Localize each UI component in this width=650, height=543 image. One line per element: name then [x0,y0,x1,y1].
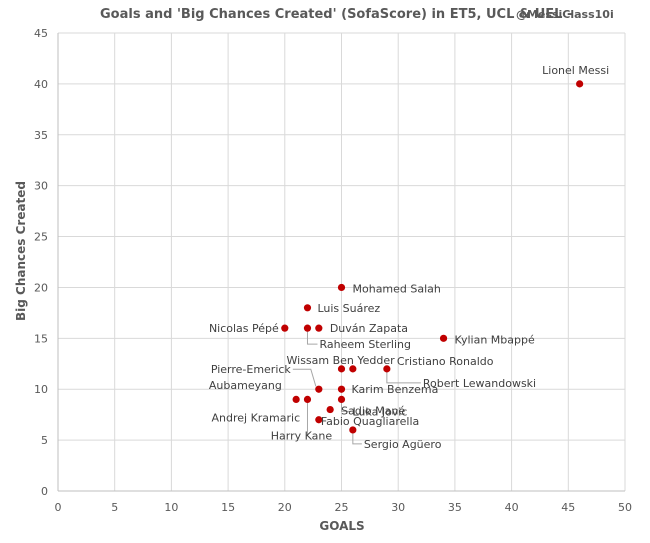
x-tick-label-8: 40 [505,501,519,514]
x-tick-labels: 0 5 10 15 20 25 30 35 40 45 50 [55,501,633,514]
x-tick-label-3: 15 [221,501,235,514]
data-point-11 [337,385,346,393]
x-tick-label-6: 30 [391,501,405,514]
x-tick-label-10: 50 [618,501,632,514]
chart-title-handle: @MessiClass10i [516,8,614,21]
leader-line-5 [306,331,318,345]
data-point-14 [303,395,312,403]
y-tick-labels: 0 5 10 15 20 25 30 35 40 45 [34,27,48,498]
data-point-7 [337,365,346,373]
data-point-10 [315,385,323,393]
data-label-2: Luis Suárez [317,302,380,315]
data-label-11: Karim Benzema [352,383,439,396]
data-label-14: Harry Kane [271,429,333,442]
x-tick-label-5: 25 [335,501,349,514]
y-tick-label-1: 5 [41,434,48,447]
x-axis-title: GOALS [319,519,364,533]
data-point-8 [349,365,357,373]
label-leader-lines [292,331,421,445]
y-tick-label-7: 35 [34,129,48,142]
data-point-0 [576,80,584,88]
data-label-16: Fabio Quagliarella [321,415,419,428]
data-label-9: Robert Lewandowski [423,377,536,390]
data-point-5 [303,324,312,332]
data-point-3 [281,324,289,332]
data-point-13 [337,395,346,403]
leader-line-9 [386,371,421,384]
data-point-9 [383,365,391,373]
data-point-6 [439,334,448,342]
y-tick-label-9: 45 [34,27,48,40]
y-tick-label-6: 30 [34,180,48,193]
x-tick-label-7: 35 [448,501,462,514]
axes [57,33,625,492]
y-tick-label-5: 25 [34,231,48,244]
y-tick-label-2: 10 [34,383,48,396]
data-label-3: Nicolas Pépé [209,322,279,335]
data-point-17 [349,426,357,434]
data-point-16 [315,416,323,424]
chart-title: Goals and 'Big Chances Created' (SofaSco… [100,7,572,22]
data-point-1 [337,283,346,292]
data-label-10: Pierre-Emerick Aubameyang [209,363,292,392]
leader-line-17 [352,432,362,445]
data-label-1: Mohamed Salah [353,282,441,295]
y-tick-label-4: 20 [34,281,48,294]
y-tick-label-0: 0 [41,485,48,498]
data-label-7: Wissam Ben Yedder [287,354,396,367]
data-label-5: Raheem Sterling [319,338,411,351]
leader-line-13 [341,402,351,412]
y-axis-title: Big Chances Created [14,181,28,321]
x-tick-label-0: 0 [55,501,62,514]
x-tick-label-2: 10 [164,501,178,514]
data-point-12 [292,395,300,403]
x-tick-label-1: 5 [111,501,118,514]
data-points [281,80,584,434]
data-label-0: Lionel Messi [542,64,609,77]
data-label-8: Cristiano Ronaldo [397,355,494,368]
data-labels: Lionel Messi Mohamed Salah Luis Suárez Nico… [209,64,609,451]
data-label-13: Luka Jovic [353,405,408,418]
x-tick-label-4: 20 [278,501,292,514]
y-tick-label-8: 40 [34,78,48,91]
data-label-6: Kylian Mbappé [455,333,535,346]
x-tick-label-9: 45 [561,501,575,514]
y-tick-label-3: 15 [34,332,48,345]
data-point-2 [303,304,312,312]
data-label-17: Sergio Agüero [364,438,442,451]
data-point-4 [315,324,323,332]
data-point-15 [326,405,334,414]
data-label-4: Duván Zapata [330,322,408,335]
leader-line-10 [292,368,317,387]
data-label-15: Sadio Mané [341,405,405,418]
data-label-12: Andrej Kramaric [211,411,300,424]
